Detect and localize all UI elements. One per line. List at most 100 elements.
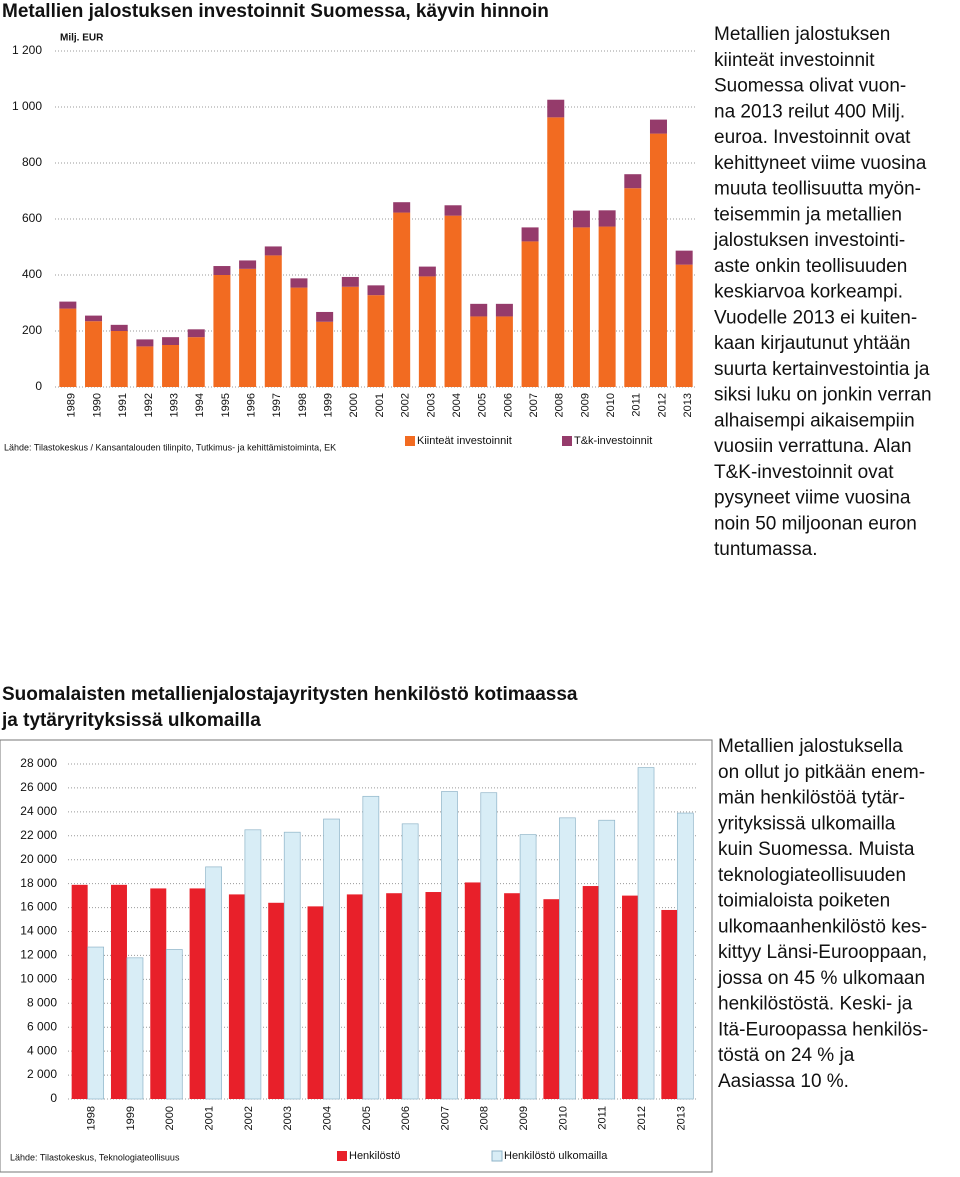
bar-segment: [675, 264, 693, 387]
x-tick-label: 1995: [220, 393, 232, 417]
bar: [323, 818, 340, 1100]
paragraph-line: suurta kertainvestointia ja: [714, 359, 930, 380]
bar-segment: [110, 331, 128, 387]
x-tick-label: 2013: [675, 1106, 687, 1130]
bar-segment: [470, 316, 488, 387]
bar-segment: [187, 337, 205, 387]
bar-segment: [367, 285, 385, 296]
source: Lähde: Tilastokeskus, Teknologiateollisu…: [10, 1152, 180, 1162]
bar: [362, 795, 380, 1100]
bar: [598, 819, 616, 1100]
chart-title: Suomalaisten metallienjalostajayritysten…: [1, 684, 578, 731]
x-tick-label: 2005: [477, 393, 489, 417]
x-tick-label: 2007: [528, 393, 540, 417]
paragraph-line: Vuodelle 2013 ei kuiten-: [714, 307, 917, 328]
bar: [205, 866, 222, 1100]
paragraph-line: teisemmin ja metallien: [714, 204, 902, 225]
x-tick-label: 1997: [271, 393, 283, 417]
bar-segment: [264, 255, 282, 387]
bar: [480, 792, 498, 1100]
bar-segment: [418, 276, 436, 387]
paragraph-line: vuosiin verrattuna. Alan: [714, 436, 912, 457]
legend-label: Kiinteät investoinnit: [417, 435, 512, 447]
x-tick-label: 2010: [557, 1106, 569, 1130]
bar-segment: [393, 212, 411, 387]
x-tick-label: 2009: [518, 1106, 530, 1130]
paragraph-line: jossa on 45 % ulkomaan: [717, 968, 925, 989]
y-tick-label: 1 200: [12, 43, 42, 57]
bar-segment: [547, 99, 565, 118]
bar: [346, 894, 363, 1099]
bar-segment: [187, 329, 205, 338]
paragraph-line: Itä-Euroopassa henkilös-: [718, 1019, 928, 1040]
legend-label: Henkilöstö ulkomailla: [504, 1150, 608, 1162]
paragraph-line: keskiarvoa korkeampi.: [714, 282, 903, 303]
paragraph-line: kuin Suomessa. Muista: [718, 839, 915, 860]
bar-segment: [572, 227, 590, 387]
x-tick-label: 2010: [605, 393, 617, 417]
bar: [543, 899, 560, 1099]
bar-segment: [136, 339, 154, 347]
bar-segment: [495, 303, 513, 317]
x-tick-label: 2001: [204, 1106, 216, 1130]
x-tick-label: 1999: [125, 1106, 137, 1130]
paragraph-line: män henkilöstöä tytär-: [718, 788, 905, 809]
bar: [110, 884, 127, 1099]
bar-segment: [290, 287, 308, 387]
bar: [519, 834, 537, 1100]
paragraph-line: na 2013 reilut 400 Milj.: [714, 101, 905, 122]
paragraph-line: jalostuksen investointi-: [713, 230, 905, 251]
paragraph-line: Metallien jalostuksella: [718, 736, 903, 757]
y-tick-label: 18 000: [20, 876, 57, 890]
x-tick-label: 1993: [168, 393, 180, 417]
y-tick-label: 200: [22, 323, 42, 337]
y-tick-label: 28 000: [20, 756, 57, 770]
x-tick-label: 2009: [579, 393, 591, 417]
paragraph-line: kittyy Länsi-Eurooppaan,: [718, 942, 927, 963]
bar: [268, 902, 285, 1099]
legend-swatch: [562, 436, 572, 446]
x-tick-label: 2005: [361, 1106, 373, 1130]
paragraph-line: henkilöstöstä. Keski- ja: [718, 994, 913, 1015]
bar: [441, 791, 458, 1100]
paragraph-line: muuta teollisuutta myön-: [714, 179, 921, 200]
chart-frame: [0, 739, 713, 1173]
x-tick-label: 2008: [479, 1106, 491, 1130]
bar-segment: [495, 316, 513, 387]
bar: [244, 829, 262, 1100]
legend-swatch: [491, 1150, 503, 1162]
bar: [676, 812, 694, 1100]
bar-segment: [598, 226, 616, 387]
bar-segment: [675, 250, 693, 265]
bar-segment: [264, 246, 282, 256]
x-tick-label: 2003: [282, 1106, 294, 1130]
bar: [165, 949, 183, 1100]
x-tick-label: 2004: [321, 1106, 333, 1130]
bar-segment: [418, 266, 436, 277]
x-tick-label: 2011: [597, 1106, 609, 1130]
source: Lähde: Tilastokeskus / Kansantalouden ti…: [4, 442, 336, 452]
x-tick-label: 2012: [656, 393, 668, 417]
x-tick-label: 2013: [682, 393, 694, 417]
x-tick-label: 1999: [323, 393, 335, 417]
paragraph-line: yrityksissä ulkomailla: [718, 813, 896, 834]
paragraph-line: kehittyneet viime vuosina: [714, 153, 927, 174]
legend-swatch: [337, 1151, 347, 1161]
y-tick-label: 0: [50, 1091, 57, 1105]
x-tick-label: 2007: [439, 1106, 451, 1130]
bar: [386, 893, 403, 1099]
y-tick-label: 6 000: [27, 1019, 57, 1033]
bar-segment: [85, 315, 103, 322]
paragraph-line: Suomessa olivat vuon-: [714, 76, 906, 97]
y-tick-label: 14 000: [20, 924, 57, 938]
bar-segment: [290, 278, 308, 288]
y-tick-label: 4 000: [27, 1043, 57, 1057]
bar: [637, 767, 655, 1100]
bar-segment: [598, 210, 616, 227]
bar-segment: [316, 321, 334, 387]
x-tick-label: 1994: [194, 393, 206, 417]
bar-segment: [624, 174, 642, 189]
bar-segment: [521, 227, 539, 242]
bar-segment: [393, 202, 411, 213]
